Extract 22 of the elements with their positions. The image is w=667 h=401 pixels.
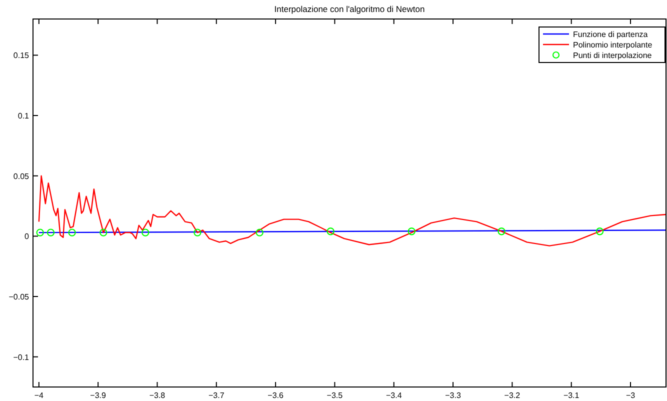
x-tick-label: −3 xyxy=(626,391,636,400)
x-tick-label: −3.3 xyxy=(445,391,462,400)
x-tick-label: −3.7 xyxy=(208,391,225,400)
chart-title: Interpolazione con l'algoritmo di Newton xyxy=(274,4,425,14)
x-tick-label: −4 xyxy=(34,391,44,400)
y-tick-label: −0.1 xyxy=(13,352,30,362)
x-tick-label: −3.2 xyxy=(504,391,521,400)
x-tick-label: −3.5 xyxy=(326,391,344,400)
legend-label: Punti di interpolazione xyxy=(573,51,652,60)
y-tick-label: −0.05 xyxy=(8,292,30,302)
y-tick-label: 0.15 xyxy=(13,51,30,60)
x-tick-label: −3.6 xyxy=(268,391,284,400)
line-series xyxy=(38,175,666,246)
x-tick-label: −3.8 xyxy=(149,391,166,400)
y-tick-label: 0.05 xyxy=(13,172,30,181)
x-tick-label: −3.9 xyxy=(90,391,107,400)
y-tick-label: 0.1 xyxy=(18,112,30,121)
legend-label: Polinomio interpolante xyxy=(573,40,653,50)
x-tick-label: −3.4 xyxy=(386,391,402,400)
y-tick-label: 0 xyxy=(24,232,30,242)
legend-label: Funzione di partenza xyxy=(573,30,648,39)
x-tick-label: −3.1 xyxy=(563,391,580,400)
